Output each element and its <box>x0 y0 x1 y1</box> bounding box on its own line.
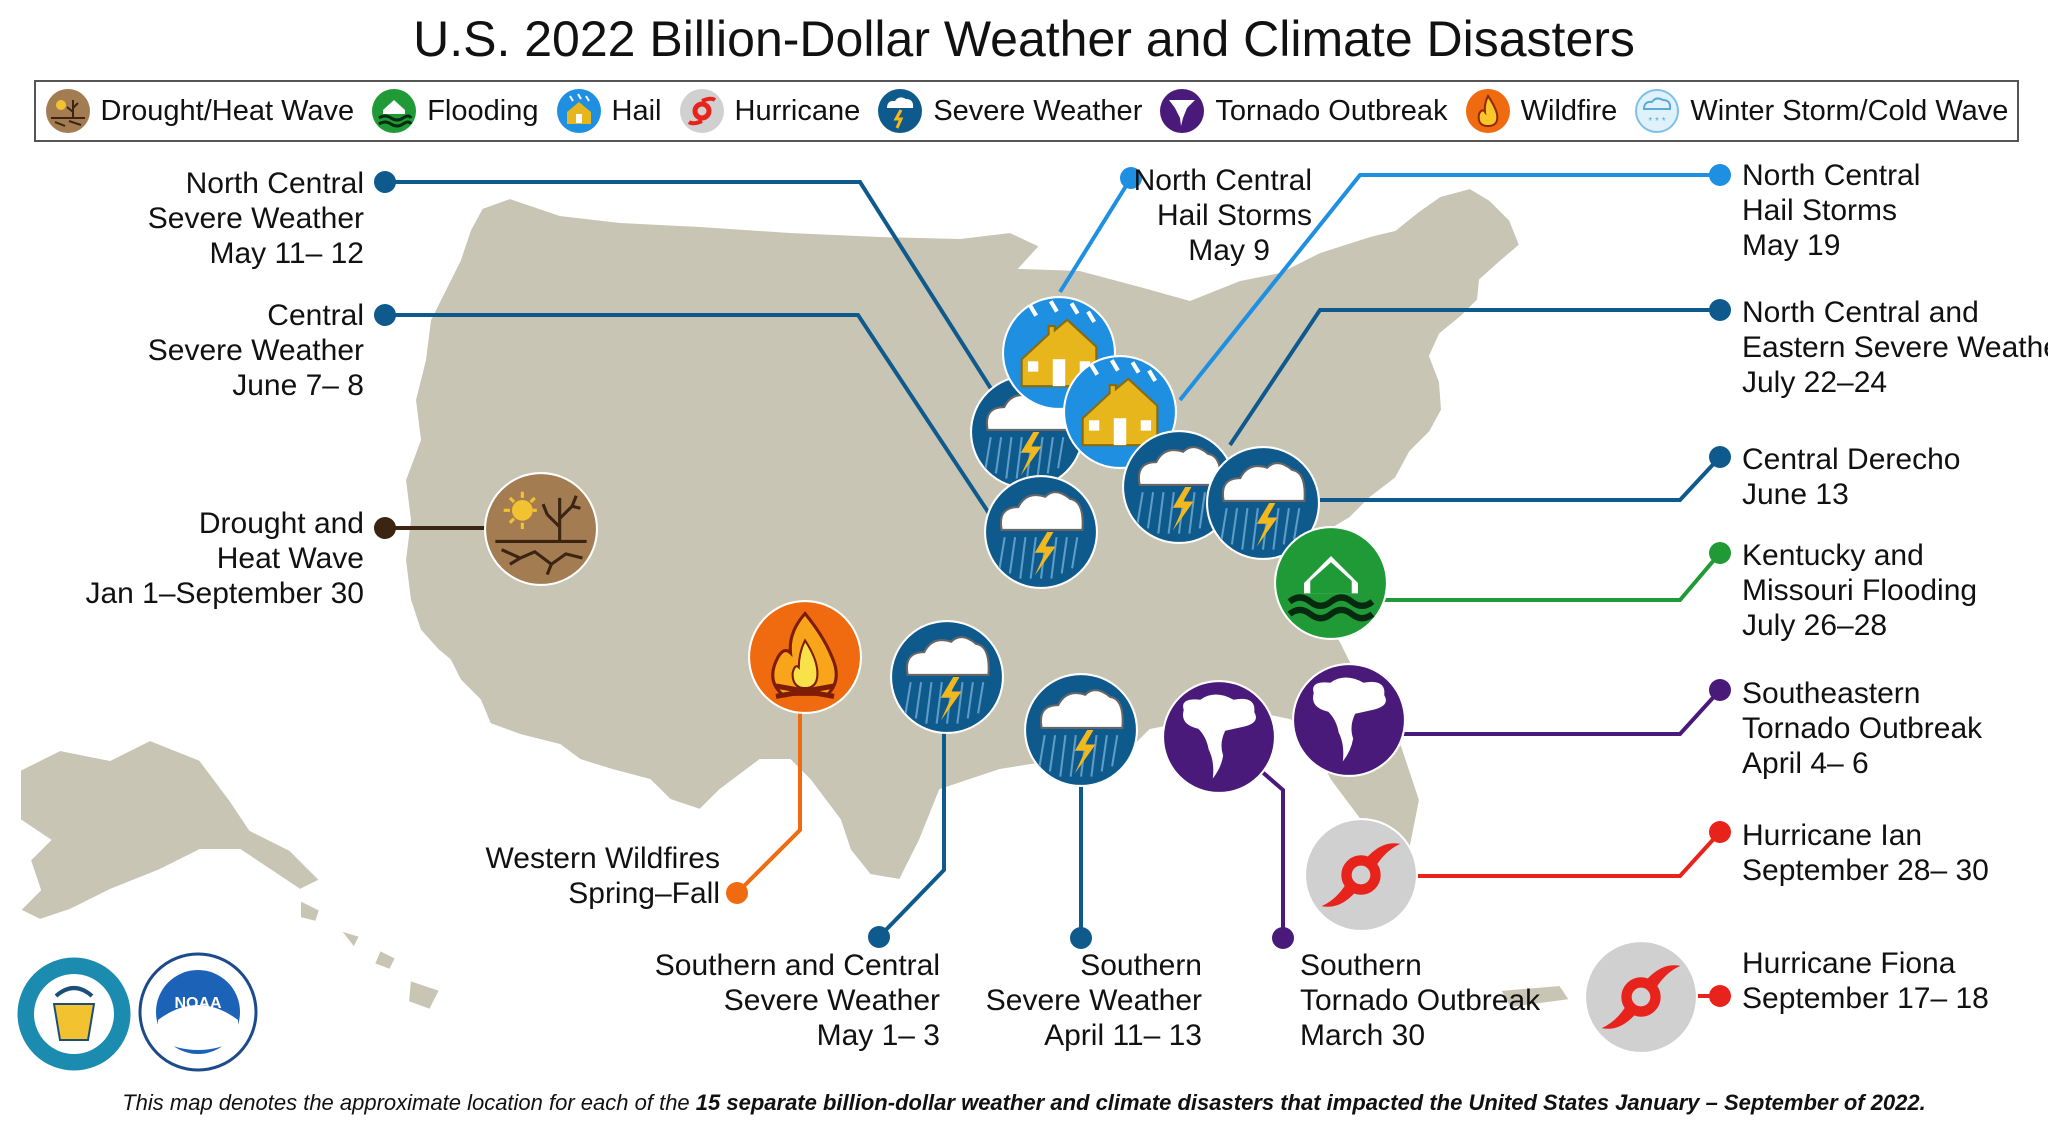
footer-note: This map denotes the approximate locatio… <box>0 1090 2048 1116</box>
leader-dot <box>1709 446 1731 468</box>
legend-item-severe-weather: Severe Weather <box>877 88 1142 134</box>
legend-label: Tornado Outbreak <box>1215 94 1448 127</box>
leader-dot <box>1070 927 1092 949</box>
drought-icon <box>45 89 90 133</box>
flood-icon <box>1275 527 1387 639</box>
leader-dot <box>1120 167 1142 189</box>
hawaii <box>299 898 442 1012</box>
legend-label: Wildfire <box>1520 94 1618 127</box>
event-label: North Central and Eastern Severe Weather J… <box>1742 296 2048 399</box>
leader-line <box>1178 173 1720 402</box>
tornado-icon <box>1160 89 1205 133</box>
tornado-icon <box>1292 663 1406 777</box>
leader-line <box>1258 768 1285 938</box>
wildfire-icon <box>1465 89 1510 133</box>
event-label: Hurricane Ian September 28– 30 <box>1742 819 1989 887</box>
leader-dot <box>374 517 396 539</box>
severe-weather-icon <box>878 89 923 133</box>
leader-dot <box>1709 542 1731 564</box>
svg-text:* * *: * * * <box>1649 116 1666 127</box>
legend-label: Winter Storm/Cold Wave <box>1690 94 2009 127</box>
leader-dot <box>1709 679 1731 701</box>
noaa-logo-text: NOAA <box>174 995 222 1012</box>
leader-line <box>1380 551 1722 602</box>
drought-icon <box>484 472 598 586</box>
leader-dot <box>1709 985 1731 1007</box>
leader-line <box>1228 308 1720 447</box>
event-label: Drought and Heat Wave Jan 1–September 30 <box>85 507 364 610</box>
winter-storm-icon: * * * <box>1635 89 1680 133</box>
hurricane-icon <box>679 89 724 133</box>
legend-item-drought: Drought/Heat Wave <box>45 88 355 134</box>
legend-item-hurricane: Hurricane <box>679 88 861 134</box>
tornado-icon <box>1162 680 1276 794</box>
leader-line <box>385 180 997 397</box>
severe-weather-icon <box>890 620 1004 734</box>
flood-icon <box>372 89 417 133</box>
leader-line <box>1400 688 1722 736</box>
legend: Drought/Heat Wave Flooding Hail Hurrican… <box>34 80 2019 142</box>
leader-dot <box>1272 927 1294 949</box>
hurricane-icon <box>1305 819 1417 931</box>
legend-item-tornado: Tornado Outbreak <box>1159 88 1448 134</box>
leader-dot <box>1709 821 1731 843</box>
event-label: North Central Hail Storms May 19 <box>1742 159 1920 262</box>
leader-dot <box>374 304 396 326</box>
event-label: Southern Severe Weather April 11– 13 <box>986 949 1202 1052</box>
event-label: North Central Severe Weather May 11– 12 <box>148 167 364 270</box>
legend-label: Severe Weather <box>933 94 1143 127</box>
event-label: Central Severe Weather June 7– 8 <box>148 299 364 402</box>
legend-item-flooding: Flooding <box>371 88 538 134</box>
leader-lines <box>385 173 1722 998</box>
leader-line <box>735 690 802 895</box>
event-label: Western Wildfires Spring–Fall <box>486 842 721 910</box>
hail-icon <box>556 89 601 133</box>
footer-prefix: This map denotes the approximate locatio… <box>122 1090 696 1115</box>
leader-line <box>1058 176 1133 294</box>
leader-dot <box>868 926 890 948</box>
event-label: Southeastern Tornado Outbreak April 4– 6 <box>1742 677 1983 780</box>
noaa-logo: NOAA <box>138 952 258 1072</box>
footer-bold: 15 separate billion-dollar weather and c… <box>695 1090 1926 1115</box>
legend-item-wildfire: Wildfire <box>1465 88 1618 134</box>
leader-dot <box>374 171 396 193</box>
legend-item-hail: Hail <box>556 88 662 134</box>
event-label: Southern and Central Severe Weather May 1–… <box>655 949 940 1052</box>
legend-label: Flooding <box>427 94 539 127</box>
leader-dot <box>726 882 748 904</box>
legend-label: Drought/Heat Wave <box>100 94 355 127</box>
leader-dot <box>1709 164 1731 186</box>
event-label: Hurricane Fiona September 17– 18 <box>1742 947 1989 1015</box>
leader-line <box>1320 455 1722 502</box>
leader-line <box>877 720 946 939</box>
severe-weather-icon <box>984 475 1098 589</box>
alaska <box>18 738 322 922</box>
event-label: North Central Hail Storms May 9 <box>1134 164 1312 267</box>
legend-item-winter-storm: * * * Winter Storm/Cold Wave <box>1634 88 2008 134</box>
leader-line <box>1410 830 1722 878</box>
leader-dots <box>374 164 1731 1007</box>
legend-label: Hail <box>611 94 662 127</box>
puerto-rico <box>1498 983 1572 1010</box>
leader-line <box>385 313 1002 532</box>
event-label: Southern Tornado Outbreak March 30 <box>1300 949 1541 1052</box>
event-label: Central Derecho June 13 <box>1742 443 1960 511</box>
department-of-commerce-seal <box>14 954 134 1074</box>
page-title: U.S. 2022 Billion-Dollar Weather and Cli… <box>413 11 1635 67</box>
leader-dot <box>1709 299 1731 321</box>
severe-weather-icon <box>1024 673 1138 787</box>
event-labels: North Central Severe Weather May 11– 12 Ce… <box>85 159 2048 1052</box>
wildfire-icon <box>749 601 861 713</box>
event-label: Kentucky and Missouri Flooding July 26–28 <box>1742 539 1977 642</box>
hurricane-icon <box>1585 941 1697 1053</box>
legend-label: Hurricane <box>734 94 861 127</box>
